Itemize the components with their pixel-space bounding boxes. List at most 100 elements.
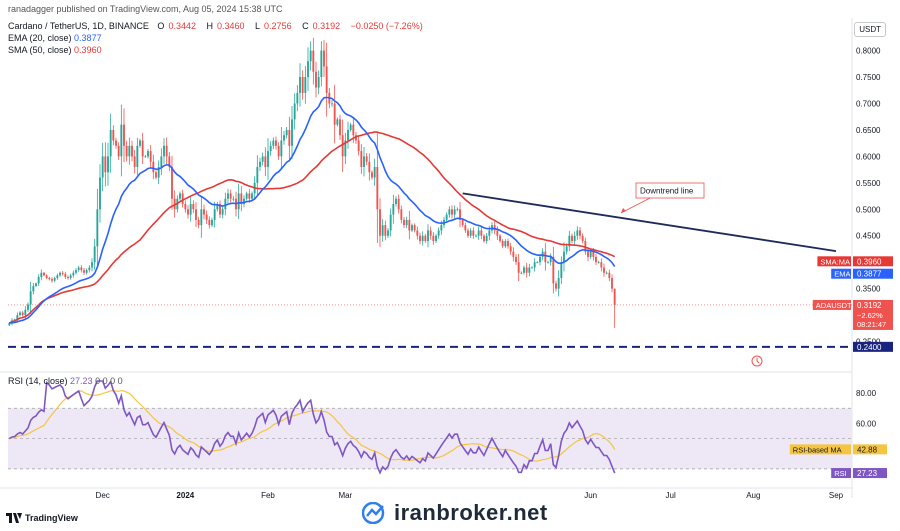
- candle-body: [528, 267, 531, 273]
- ema-legend[interactable]: EMA (20, close) 0.3877: [8, 33, 102, 43]
- price-tick-label: 0.7500: [856, 73, 881, 82]
- candle-body: [125, 145, 128, 157]
- sma-legend[interactable]: SMA (50, close) 0.3960: [8, 45, 102, 55]
- candle-body: [435, 235, 437, 242]
- candle-body: [85, 270, 88, 273]
- candle-body: [589, 251, 592, 257]
- candle-body: [93, 246, 96, 263]
- price-badge: SMA:MA 0.3960: [817, 256, 893, 267]
- ohlc-values: O 0.3442 H 0.3460 L 0.2756 C 0.3192 −0.0250 …: [157, 21, 426, 31]
- candle-body: [395, 198, 397, 204]
- rsi-badge-name: RSI-based MA: [793, 445, 842, 454]
- candle-body: [27, 304, 29, 310]
- rsi-value: 27.23: [70, 376, 93, 386]
- candle-body: [581, 235, 584, 242]
- annotation-lines: Downtrend line: [8, 182, 852, 367]
- candle-body: [307, 61, 309, 78]
- candle-body: [272, 140, 275, 146]
- candle-body: [365, 156, 368, 162]
- price-badge-name: SMA:MA: [820, 257, 850, 266]
- candle-body: [229, 193, 232, 199]
- candle-body: [149, 151, 152, 162]
- candle-body: [8, 323, 11, 326]
- candle-body: [320, 50, 323, 78]
- time-tick-label: Jul: [666, 491, 676, 500]
- candle-body: [216, 204, 219, 210]
- candle-body: [483, 235, 485, 242]
- watermark-logo-icon: [362, 502, 385, 524]
- candle-body: [445, 214, 448, 220]
- candle-body: [379, 209, 381, 236]
- currency-badge[interactable]: USDT: [854, 22, 886, 37]
- candle-body: [75, 270, 77, 273]
- candle-body: [611, 278, 613, 289]
- candle-body: [323, 50, 325, 67]
- candle-body: [571, 235, 573, 242]
- rsi-legend[interactable]: RSI (14, close) 27.23 0 0 0 0: [8, 376, 123, 386]
- candle-body: [131, 145, 133, 157]
- candle-body: [387, 230, 389, 236]
- tradingview-logo[interactable]: TradingView: [6, 513, 78, 523]
- candle-body: [165, 145, 168, 157]
- candle-body: [309, 50, 312, 62]
- rsi-badge-name-bg: [831, 468, 851, 479]
- symbol-line: Cardano / TetherUS, 1D, BINANCE O 0.3442 …: [8, 21, 427, 31]
- price-badge: ADAUSDT 0.3192−2.62%08:21:47: [812, 299, 893, 330]
- candle-body: [488, 230, 491, 236]
- time-tick-label: 2024: [176, 491, 194, 500]
- price-tick-label: 0.7000: [856, 99, 881, 108]
- candle-body: [304, 77, 307, 93]
- candle-body: [219, 204, 221, 215]
- candle-body: [368, 161, 371, 173]
- candle-body: [525, 267, 528, 273]
- candle-body: [544, 251, 547, 263]
- candle-body: [101, 156, 104, 178]
- candle-body: [536, 262, 539, 263]
- c-label: C: [302, 21, 309, 31]
- candle-body: [371, 172, 373, 178]
- candle-body: [72, 272, 75, 276]
- h-value: 0.3460: [216, 21, 245, 31]
- candle-body: [296, 92, 299, 104]
- price-tick-label: 0.3500: [856, 285, 881, 294]
- candle-body: [376, 166, 379, 210]
- price-badge-value: 0.3877: [857, 270, 882, 279]
- candle-body: [429, 230, 432, 236]
- candle-body: [389, 214, 392, 231]
- candle-body: [56, 275, 59, 279]
- candle-body: [360, 151, 363, 167]
- candle-body: [240, 193, 243, 204]
- candle-body: [133, 156, 136, 167]
- candle-body: [573, 235, 576, 242]
- price-badge-name-bg: [831, 268, 851, 279]
- candle-body: [341, 135, 344, 157]
- candle-body: [405, 219, 408, 226]
- time-tick-label: Mar: [338, 491, 352, 500]
- candle-body: [16, 315, 19, 320]
- candle-body: [595, 256, 597, 263]
- candle-body: [440, 225, 443, 231]
- tv-logo-text: TradingView: [25, 513, 78, 523]
- candle-body: [600, 262, 603, 268]
- candle-body: [480, 230, 483, 236]
- price-badge-change: −2.62%: [857, 311, 883, 320]
- price-badge-name: EMA: [834, 270, 850, 279]
- candle-body: [568, 235, 571, 247]
- candle-body: [283, 135, 285, 141]
- candle-body: [69, 275, 72, 279]
- candle-body: [419, 235, 421, 242]
- candle-body: [109, 129, 112, 157]
- l-value: 0.2756: [264, 21, 292, 31]
- annotation-box: [635, 182, 705, 199]
- h-label: H: [206, 21, 213, 31]
- candle-body: [32, 286, 35, 292]
- candle-body: [515, 256, 517, 263]
- candle-body: [128, 145, 131, 157]
- candle-body: [35, 283, 37, 286]
- time-tick-label: Dec: [96, 491, 110, 500]
- candle-body: [453, 209, 456, 215]
- candle-body: [221, 209, 224, 215]
- candle-body: [432, 235, 435, 242]
- watermark-text: iranbroker.net: [394, 500, 548, 525]
